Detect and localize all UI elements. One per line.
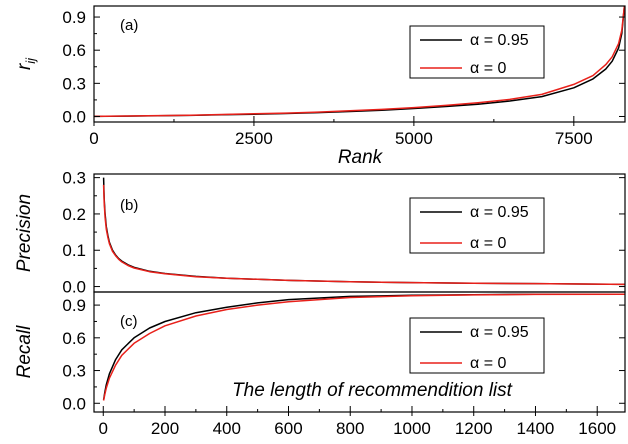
panel-c-legend-box: [409, 317, 545, 374]
panel-c-frame: [93, 291, 626, 413]
panel-a-legend-box: [409, 25, 545, 79]
panel-a-ytick-label: 0.9: [62, 8, 86, 27]
panel-b-ytick-label: 0.2: [62, 205, 86, 224]
panel-b-legend-label-1: α = 0.95: [470, 204, 529, 221]
panel-c-legend-label-1: α = 0.95: [470, 324, 529, 341]
panel-c-xtick-label: 1000: [393, 419, 431, 438]
panel-c-xtick-label: 1200: [455, 419, 493, 438]
panel-a-legend: α = 0.95 α = 0: [409, 25, 545, 79]
panel-c-ytick-label: 0.0: [62, 394, 86, 413]
panel-a-ytick-label: 0.6: [62, 41, 86, 60]
panel-b-ylabel: Precision: [14, 194, 35, 272]
panel-c-xtick-label: 200: [151, 419, 179, 438]
panel-b-series-line-2: [102, 184, 626, 286]
panel-c-ylabel: Recall: [14, 325, 35, 379]
panel-a-xtick-label: 0: [89, 129, 98, 148]
panel-a-ytick-label: 0.0: [62, 107, 86, 126]
panel-b-ytick-label: 0.1: [62, 241, 86, 260]
panel-b: 0.0 0.1 0.2 0.3 (b) Precision α = 0.95 α = 0: [14, 169, 626, 297]
panel-c-ytick-label: 0.3: [62, 362, 86, 381]
panel-b-legend-box: [409, 197, 545, 254]
panel-a-xlabel: Rank: [338, 147, 384, 168]
panel-c-xtick-label: 1400: [517, 419, 555, 438]
panel-c-xtick-label: 0: [99, 419, 108, 438]
panel-b-legend-label-2: α = 0: [470, 235, 506, 252]
panel-c-series-line-2: [102, 293, 626, 401]
panel-a-xtick-label: 2500: [235, 129, 273, 148]
panel-a-ytick-label: 0.3: [62, 74, 86, 93]
panel-c-label: (c): [120, 313, 138, 330]
panel-b-ytick-label: 0.0: [62, 278, 86, 297]
panel-c-xtick-label: 600: [274, 419, 302, 438]
panel-c-xlabel: The length of recommendition list: [232, 380, 513, 401]
panel-b-series-line-1: [102, 177, 626, 286]
panel-c-legend: α = 0.95 α = 0: [409, 317, 545, 374]
panel-a-legend-label-2: α = 0: [470, 60, 506, 77]
panel-b-label: (b): [120, 197, 138, 214]
panel-c: 0.0 0.3 0.6 0.9 0 200 400 600 800 1000 1200 1400 160…: [14, 291, 626, 438]
panel-c-ytick-label: 0.9: [62, 296, 86, 315]
panel-a-legend-label-1: α = 0.95: [470, 32, 529, 49]
panel-a: 0.0 0.3 0.6 0.9 0 2500 5000 7500 (a) rij Rank α = 0…: [14, 5, 626, 168]
panel-b-legend: α = 0.95 α = 0: [409, 197, 545, 254]
panel-a-xtick-label: 5000: [395, 129, 433, 148]
panel-c-xtick-label: 1600: [578, 419, 616, 438]
panel-a-xtick-label: 7500: [555, 129, 593, 148]
panel-a-label: (a): [120, 17, 138, 34]
panel-b-ytick-label: 0.3: [62, 169, 86, 188]
panel-c-legend-label-2: α = 0: [470, 355, 506, 372]
panel-a-series-line-1: [93, 5, 626, 118]
panel-c-xtick-label: 400: [213, 419, 241, 438]
panel-a-ylabel-subscript: ij: [23, 57, 38, 64]
panel-c-ytick-label: 0.6: [62, 329, 86, 348]
panel-c-xtick-label: 800: [336, 419, 364, 438]
panel-a-frame: [93, 5, 626, 123]
panel-a-series-line-2: [93, 5, 626, 118]
panel-a-ylabel: rij: [14, 57, 38, 70]
